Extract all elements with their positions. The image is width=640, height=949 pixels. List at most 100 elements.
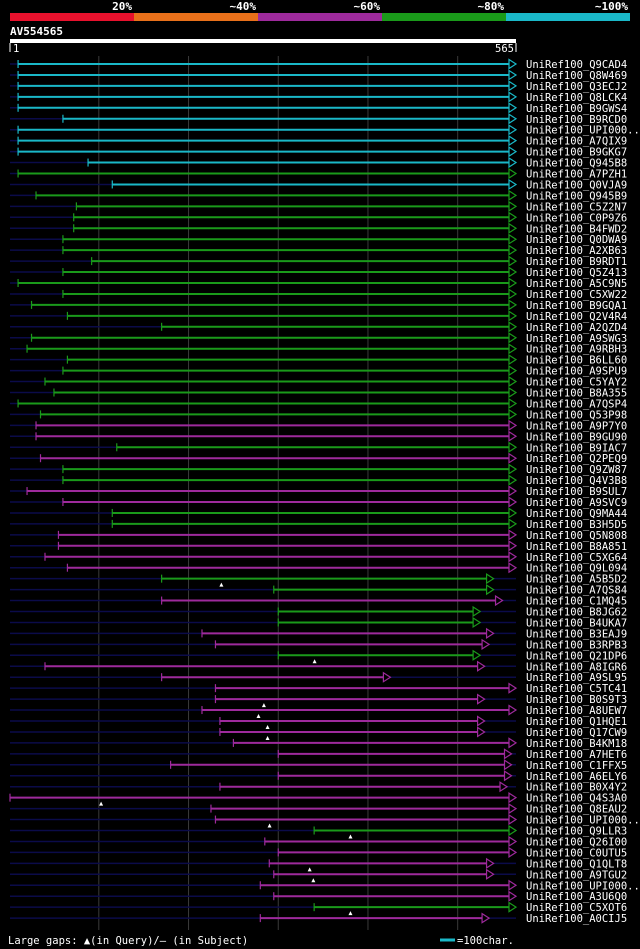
hit-label[interactable]: UniRef100_B4KM18 <box>526 738 627 750</box>
hit-row[interactable]: UniRef100_A9SVC9 <box>10 496 627 509</box>
hit-row[interactable]: UniRef100_A0CIJ5 <box>10 912 627 925</box>
hit-row[interactable]: UniRef100_Q53P98 <box>10 408 627 421</box>
hit-row[interactable]: UniRef100_B9RDT1 <box>10 255 627 268</box>
hit-row[interactable]: UniRef100_B6LL60 <box>10 354 627 367</box>
hit-label[interactable]: UniRef100_B6LL60 <box>526 355 627 367</box>
hit-row[interactable]: UniRef100_Q5N808 <box>10 529 627 542</box>
hit-row[interactable]: UniRef100_A9SPU9 <box>10 365 627 378</box>
hit-label[interactable]: UniRef100_A6ELY6 <box>526 771 627 783</box>
hit-row[interactable]: UniRef100_B9GKG7 <box>10 146 627 159</box>
hit-label[interactable]: UniRef100_A7QS84 <box>526 585 627 597</box>
hit-label[interactable]: UniRef100_Q0DWA9 <box>526 234 627 246</box>
hit-row[interactable]: UniRef100_C5TC41 <box>10 682 627 695</box>
hit-label[interactable]: UniRef100_Q4V3B8 <box>526 475 627 487</box>
hit-row[interactable]: UniRef100_C1FFX5 <box>10 759 627 772</box>
hit-row[interactable]: UniRef100_Q21DP6 <box>10 649 627 664</box>
hit-label[interactable]: UniRef100_Q8W469 <box>526 70 627 82</box>
hit-label[interactable]: UniRef100_A2XB63 <box>526 245 627 257</box>
hit-row[interactable]: UniRef100_C5XOT6 <box>10 901 627 916</box>
hit-row[interactable]: UniRef100_A5C9N5 <box>10 277 627 290</box>
hit-row[interactable]: UniRef100_C0UTU5 <box>10 846 627 859</box>
hit-label[interactable]: UniRef100_C5Z2N7 <box>526 201 627 213</box>
hit-row[interactable]: UniRef100_A7HET6 <box>10 748 627 761</box>
hit-row[interactable]: UniRef100_Q3ECJ2 <box>10 80 627 93</box>
hit-label[interactable]: UniRef100_B9RDT1 <box>526 256 627 268</box>
hit-label[interactable]: UniRef100_A7QSP4 <box>526 398 627 410</box>
hit-row[interactable]: UniRef100_Q8W469 <box>10 69 627 82</box>
hit-row[interactable]: UniRef100_A7QS84 <box>10 584 627 597</box>
hit-row[interactable]: UniRef100_C0P9Z6 <box>10 211 627 224</box>
hit-label[interactable]: UniRef100_B9GU90 <box>526 431 627 443</box>
hit-row[interactable]: UniRef100_Q0VJA9 <box>10 178 627 191</box>
hit-row[interactable]: UniRef100_A6ELY6 <box>10 770 627 783</box>
hit-row[interactable]: UniRef100_A5B5D2 <box>10 573 627 587</box>
hit-label[interactable]: UniRef100_Q945B9 <box>526 190 627 202</box>
hit-row[interactable]: UniRef100_UPI000.. <box>10 813 640 828</box>
hit-label[interactable]: UniRef100_B0S9T3 <box>526 694 627 706</box>
hit-label[interactable]: UniRef100_B9GQA1 <box>526 300 627 312</box>
hit-label[interactable]: UniRef100_B8A851 <box>526 541 627 553</box>
hit-row[interactable]: UniRef100_C5XG64 <box>10 551 627 564</box>
hit-label[interactable]: UniRef100_A9SWG3 <box>526 333 627 345</box>
hit-row[interactable]: UniRef100_C5XW22 <box>10 288 627 301</box>
hit-label[interactable]: UniRef100_A9SVC9 <box>526 497 627 509</box>
hit-label[interactable]: UniRef100_Q9CAD4 <box>526 59 627 71</box>
hit-label[interactable]: UniRef100_B3EAJ9 <box>526 628 627 640</box>
hit-label[interactable]: UniRef100_A7PZH1 <box>526 169 627 181</box>
hit-row[interactable]: UniRef100_A7QSP4 <box>10 397 627 410</box>
hit-row[interactable]: UniRef100_A9SWG3 <box>10 332 627 345</box>
hit-label[interactable]: UniRef100_Q21DP6 <box>526 650 627 662</box>
hit-row[interactable]: UniRef100_UPI000.. <box>10 124 640 137</box>
hit-row[interactable]: UniRef100_Q4S3A0 <box>9 792 627 806</box>
hit-row[interactable]: UniRef100_A9TGU2 <box>10 868 627 883</box>
hit-row[interactable]: UniRef100_B4UKA7 <box>10 616 627 629</box>
hit-label[interactable]: UniRef100_B9IAC7 <box>526 442 627 454</box>
hit-row[interactable]: UniRef100_Q26I00 <box>10 835 627 848</box>
hit-label[interactable]: UniRef100_Q9LLR3 <box>526 826 627 838</box>
hit-row[interactable]: UniRef100_Q9LLR3 <box>10 824 627 839</box>
hit-label[interactable]: UniRef100_Q1HQE1 <box>526 716 627 728</box>
hit-row[interactable]: UniRef100_A3U6Q0 <box>10 890 627 903</box>
hit-label[interactable]: UniRef100_A9TGU2 <box>526 869 627 881</box>
hit-label[interactable]: UniRef100_Q9L094 <box>526 563 627 575</box>
hit-label[interactable]: UniRef100_Q8LCK4 <box>526 92 627 104</box>
hit-label[interactable]: UniRef100_Q5Z413 <box>526 267 627 279</box>
hit-row[interactable]: UniRef100_B3RPB3 <box>10 638 627 651</box>
hit-label[interactable]: UniRef100_B9RCD0 <box>526 114 627 126</box>
hit-row[interactable]: UniRef100_A7PZH1 <box>10 167 627 181</box>
hit-row[interactable]: UniRef100_B8A851 <box>10 540 627 553</box>
hit-label[interactable]: UniRef100_A8IGR6 <box>526 661 627 673</box>
hit-label[interactable]: UniRef100_Q5N808 <box>526 530 627 542</box>
hit-row[interactable]: UniRef100_A9RBH3 <box>10 343 627 356</box>
hit-row[interactable]: UniRef100_C1MQ45 <box>10 594 627 608</box>
hit-row[interactable]: UniRef100_B9SUL7 <box>10 485 627 498</box>
hit-row[interactable]: UniRef100_Q9MA44 <box>10 507 627 520</box>
hit-label[interactable]: UniRef100_Q945B8 <box>526 158 627 170</box>
hit-row[interactable]: UniRef100_Q17CW9 <box>10 726 627 740</box>
hit-row[interactable]: UniRef100_A7QIX9 <box>10 135 627 148</box>
hit-label[interactable]: UniRef100_C5TC41 <box>526 683 627 695</box>
hit-label[interactable]: UniRef100_Q3ECJ2 <box>526 81 627 93</box>
hit-row[interactable]: UniRef100_B9RCD0 <box>10 113 627 126</box>
hit-row[interactable]: UniRef100_B0X4Y2 <box>10 781 627 794</box>
hit-row[interactable]: UniRef100_B4FWD2 <box>10 222 627 235</box>
hit-label[interactable]: UniRef100_A9SPU9 <box>526 366 627 378</box>
hit-label[interactable]: UniRef100_Q26I00 <box>526 836 627 848</box>
hit-label[interactable]: UniRef100_A9P7Y0 <box>526 420 627 432</box>
hit-label[interactable]: UniRef100_C5XG64 <box>526 552 627 564</box>
hit-label[interactable]: UniRef100_B4FWD2 <box>526 223 627 235</box>
hit-row[interactable]: UniRef100_C5YAY2 <box>10 375 627 389</box>
hit-row[interactable]: UniRef100_C5Z2N7 <box>10 200 627 213</box>
hit-label[interactable]: UniRef100_B0X4Y2 <box>526 782 627 794</box>
hit-row[interactable]: UniRef100_Q0DWA9 <box>10 233 627 246</box>
hit-label[interactable]: UniRef100_UPI000.. <box>526 125 640 137</box>
hit-row[interactable]: UniRef100_A8IGR6 <box>10 660 627 673</box>
hit-label[interactable]: UniRef100_UPI000.. <box>526 815 640 827</box>
hit-label[interactable]: UniRef100_Q9ZW87 <box>526 464 627 476</box>
hit-label[interactable]: UniRef100_B9GKG7 <box>526 147 627 159</box>
hit-label[interactable]: UniRef100_UPI000.. <box>526 880 640 892</box>
hit-label[interactable]: UniRef100_Q0VJA9 <box>526 179 627 191</box>
hit-label[interactable]: UniRef100_B9GWS4 <box>526 103 627 115</box>
hit-label[interactable]: UniRef100_A5C9N5 <box>526 278 627 290</box>
hit-label[interactable]: UniRef100_B4UKA7 <box>526 617 627 629</box>
